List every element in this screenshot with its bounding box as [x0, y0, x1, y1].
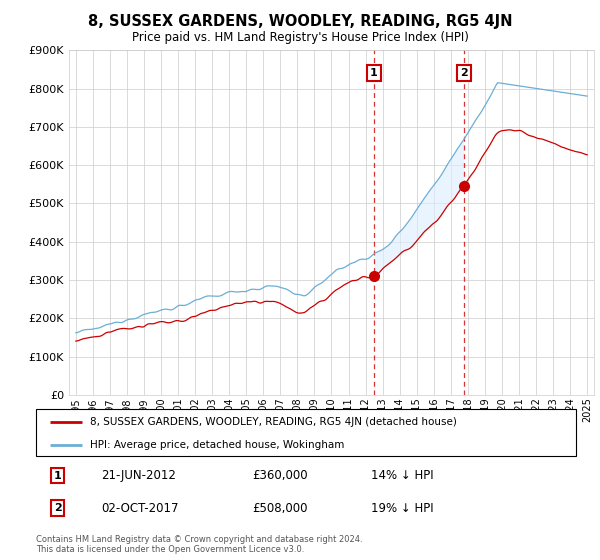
Text: 19% ↓ HPI: 19% ↓ HPI: [371, 502, 433, 515]
Text: HPI: Average price, detached house, Wokingham: HPI: Average price, detached house, Woki…: [90, 440, 344, 450]
FancyBboxPatch shape: [36, 409, 576, 456]
Text: 21-JUN-2012: 21-JUN-2012: [101, 469, 176, 482]
Text: 8, SUSSEX GARDENS, WOODLEY, READING, RG5 4JN (detached house): 8, SUSSEX GARDENS, WOODLEY, READING, RG5…: [90, 417, 457, 427]
Text: 8, SUSSEX GARDENS, WOODLEY, READING, RG5 4JN: 8, SUSSEX GARDENS, WOODLEY, READING, RG5…: [88, 14, 512, 29]
Text: 1: 1: [370, 68, 377, 78]
Text: 2: 2: [54, 503, 61, 513]
Text: 2: 2: [460, 68, 467, 78]
Text: Contains HM Land Registry data © Crown copyright and database right 2024.
This d: Contains HM Land Registry data © Crown c…: [36, 535, 362, 554]
Text: £360,000: £360,000: [252, 469, 308, 482]
Text: 1: 1: [54, 470, 61, 480]
Text: 14% ↓ HPI: 14% ↓ HPI: [371, 469, 433, 482]
Text: 02-OCT-2017: 02-OCT-2017: [101, 502, 178, 515]
Text: Price paid vs. HM Land Registry's House Price Index (HPI): Price paid vs. HM Land Registry's House …: [131, 31, 469, 44]
Text: £508,000: £508,000: [252, 502, 308, 515]
